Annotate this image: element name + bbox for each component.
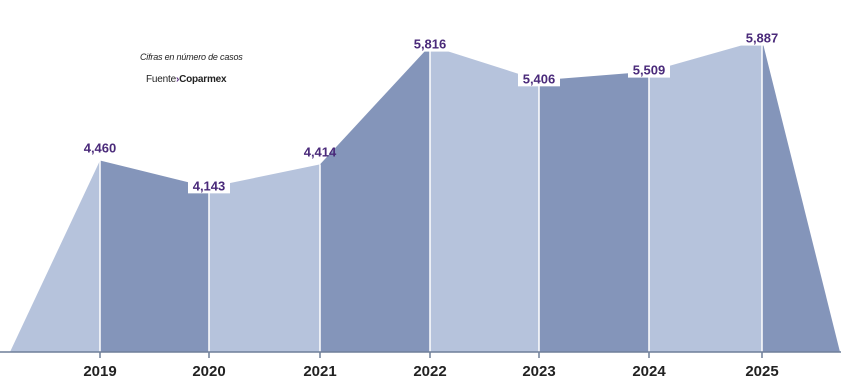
chart-source: Fuente›Coparmex [146, 74, 227, 85]
source-name: Coparmex [179, 74, 227, 85]
x-axis-labels: 2019 2020 2021 2022 2023 2024 2025 [83, 363, 778, 380]
area-band-2021 [320, 45, 430, 352]
data-label-text-2022: 5,816 [414, 37, 447, 52]
area-band-2022 [430, 45, 539, 352]
x-tick-label-2022: 2022 [413, 363, 446, 380]
data-label-text-2021: 4,414 [304, 144, 337, 159]
x-tick-label-2019: 2019 [83, 363, 116, 380]
data-label-text-2024: 5,509 [633, 63, 666, 78]
chart-bands [10, 39, 840, 353]
data-label-2024: 5,509 [628, 61, 670, 78]
data-label-2019: 4,460 [84, 140, 117, 155]
chart-note: Cifras en número de casos [140, 52, 243, 62]
data-label-box-2024 [628, 61, 670, 78]
data-label-box-2025 [741, 29, 783, 46]
data-label-text-2019: 4,460 [84, 140, 117, 155]
data-label-text-2020: 4,143 [193, 178, 226, 193]
area-band-lead [10, 160, 100, 352]
x-tick-label-2021: 2021 [303, 363, 336, 380]
area-band-2024 [649, 39, 762, 353]
data-labels: 4,460 4,143 4,414 5,816 5,406 5,509 5,887 [84, 29, 783, 194]
area-band-2023 [539, 71, 649, 353]
x-tick-label-2025: 2025 [745, 363, 778, 380]
area-band-trail [762, 39, 840, 353]
source-arrow-icon: › [175, 74, 180, 85]
data-label-2022: 5,816 [409, 35, 451, 52]
data-label-box-2020 [188, 177, 230, 194]
area-band-2020 [209, 164, 320, 352]
data-label-2021: 4,414 [304, 144, 337, 159]
x-tick-label-2024: 2024 [632, 363, 666, 380]
area-band-2019 [100, 160, 209, 352]
x-tick-label-2023: 2023 [522, 363, 555, 380]
source-label: Fuente [146, 74, 176, 85]
x-axis-ticks [99, 352, 763, 358]
data-label-box-2022 [409, 35, 451, 52]
data-label-box-2023 [518, 70, 560, 87]
x-tick-label-2020: 2020 [192, 363, 225, 380]
data-label-2023: 5,406 [518, 70, 560, 87]
data-label-text-2023: 5,406 [523, 71, 556, 86]
data-label-text-2025: 5,887 [746, 31, 779, 46]
data-label-2025: 5,887 [741, 29, 783, 46]
data-label-2020: 4,143 [188, 177, 230, 194]
chart-dividers [99, 39, 763, 352]
